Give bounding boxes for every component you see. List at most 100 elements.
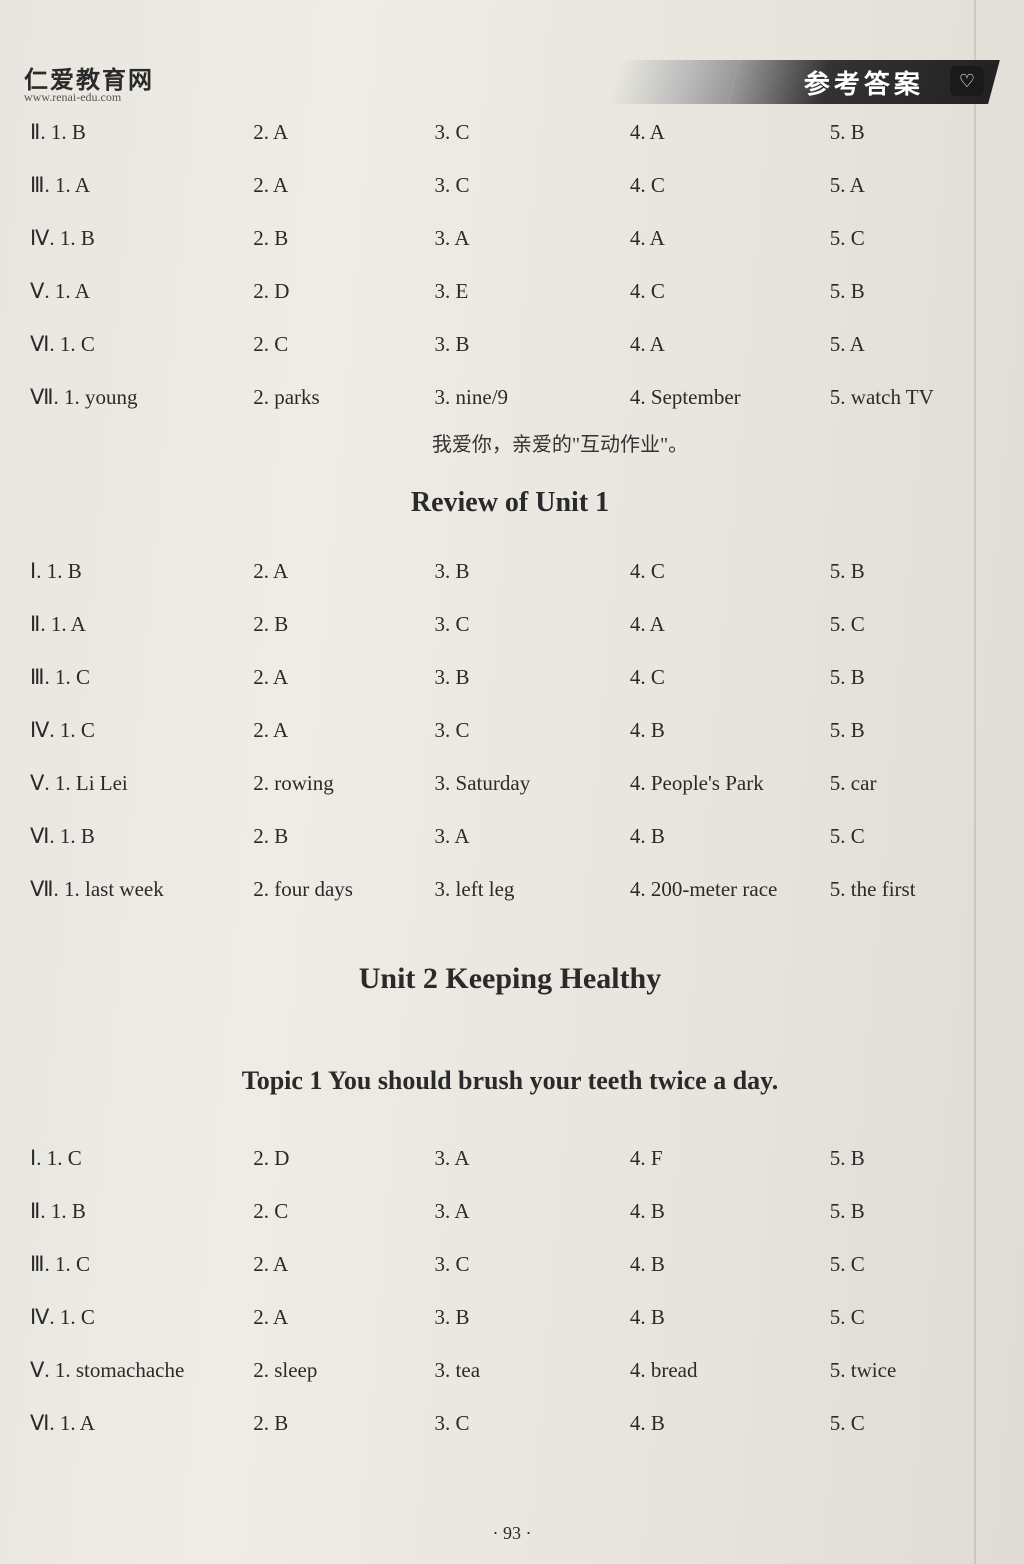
answer-cell: Ⅳ. 1. C [30, 1305, 253, 1330]
page-number: · 93 · [0, 1523, 1024, 1544]
answer-cell: 4. A [630, 226, 830, 251]
answer-cell: 5. B [830, 1199, 960, 1224]
answer-cell: 3. C [435, 1411, 630, 1436]
answer-row: Ⅱ. 1. B2. C3. A4. B5. B [30, 1199, 960, 1224]
answer-row: Ⅶ. 1. young2. parks3. nine/94. September… [30, 385, 960, 410]
answer-cell: Ⅱ. 1. B [30, 1199, 253, 1224]
answer-cell: 4. A [630, 120, 830, 145]
answer-cell: 3. A [435, 226, 630, 251]
answer-row: Ⅱ. 1. A2. B3. C4. A5. C [30, 612, 960, 637]
answer-cell: 4. C [630, 665, 830, 690]
header: 仁爱教育网 www.renai-edu.com 参考答案 ♡ [0, 60, 1024, 110]
answer-cell: 2. parks [253, 385, 434, 410]
answer-cell: 5. A [830, 173, 960, 198]
answer-cell: Ⅱ. 1. A [30, 612, 253, 637]
answer-cell: 2. A [253, 120, 434, 145]
answer-cell: 2. B [253, 1411, 434, 1436]
answer-row: Ⅶ. 1. last week2. four days3. left leg4.… [30, 877, 960, 902]
answer-row: Ⅲ. 1. A2. A3. C4. C5. A [30, 173, 960, 198]
answer-cell: Ⅰ. 1. B [30, 559, 253, 584]
answer-row: Ⅵ. 1. C2. C3. B4. A5. A [30, 332, 960, 357]
answer-cell: 3. A [435, 824, 630, 849]
answer-cell: 2. D [253, 1146, 434, 1171]
answer-cell: 3. B [435, 665, 630, 690]
unit-title: Unit 2 Keeping Healthy [30, 962, 990, 996]
answer-row: Ⅰ. 1. C2. D3. A4. F5. B [30, 1146, 960, 1171]
answer-cell: 2. four days [253, 877, 434, 902]
answer-cell: 5. B [830, 120, 960, 145]
answer-row: Ⅵ. 1. B2. B3. A4. B5. C [30, 824, 960, 849]
answer-cell: 5. C [830, 1411, 960, 1436]
answer-cell: 3. B [435, 1305, 630, 1330]
site-url: www.renai-edu.com [24, 90, 121, 105]
answer-cell: 5. car [830, 771, 960, 796]
answer-cell: 2. A [253, 173, 434, 198]
answer-cell: Ⅳ. 1. C [30, 718, 253, 743]
answer-cell: 5. C [830, 1305, 960, 1330]
answer-cell: 4. B [630, 824, 830, 849]
answer-cell: 4. A [630, 332, 830, 357]
answer-cell: Ⅳ. 1. B [30, 226, 253, 251]
answer-cell: Ⅲ. 1. A [30, 173, 253, 198]
answer-cell: 4. B [630, 1411, 830, 1436]
answer-cell: 5. B [830, 279, 960, 304]
answer-cell: 5. B [830, 559, 960, 584]
answer-cell: 3. Saturday [435, 771, 630, 796]
heart-icon: ♡ [950, 66, 984, 96]
answer-cell: 5. watch TV [830, 385, 960, 410]
answer-row: Ⅰ. 1. B2. A3. B4. C5. B [30, 559, 960, 584]
answer-row: Ⅵ. 1. A2. B3. C4. B5. C [30, 1411, 960, 1436]
answer-cell: 2. B [253, 824, 434, 849]
answer-cell: 2. D [253, 279, 434, 304]
answer-cell: Ⅶ. 1. young [30, 385, 253, 410]
answer-cell: 2. sleep [253, 1358, 434, 1383]
answer-cell: Ⅵ. 1. C [30, 332, 253, 357]
answer-cell: 4. People's Park [630, 771, 830, 796]
answer-cell: 5. B [830, 665, 960, 690]
banner-text: 参考答案 [804, 64, 924, 101]
review-title: Review of Unit 1 [30, 487, 990, 519]
handwriting-note: 我爱你，亲爱的"互动作业"。 [130, 428, 990, 457]
answer-cell: 4. F [630, 1146, 830, 1171]
answer-cell: Ⅲ. 1. C [30, 1252, 253, 1277]
answer-cell: 2. A [253, 718, 434, 743]
answer-cell: 4. B [630, 1252, 830, 1277]
answer-cell: 4. A [630, 612, 830, 637]
answer-cell: 4. C [630, 173, 830, 198]
answer-cell: 2. rowing [253, 771, 434, 796]
answer-cell: 3. C [435, 120, 630, 145]
answer-cell: 5. B [830, 718, 960, 743]
answer-cell: 2. B [253, 612, 434, 637]
answer-row: Ⅴ. 1. stomachache2. sleep3. tea4. bread5… [30, 1358, 960, 1383]
answer-row: Ⅳ. 1. C2. A3. B4. B5. C [30, 1305, 960, 1330]
answer-cell: 2. A [253, 1252, 434, 1277]
answer-cell: 3. A [435, 1146, 630, 1171]
answer-cell: 5. C [830, 1252, 960, 1277]
answer-cell: 3. left leg [435, 877, 630, 902]
answer-row: Ⅳ. 1. B2. B3. A4. A5. C [30, 226, 960, 251]
answer-cell: 4. bread [630, 1358, 830, 1383]
answer-row: Ⅴ. 1. Li Lei2. rowing3. Saturday4. Peopl… [30, 771, 960, 796]
answer-cell: 2. A [253, 665, 434, 690]
answer-cell: 5. C [830, 824, 960, 849]
answer-cell: 4. C [630, 279, 830, 304]
answer-row: Ⅲ. 1. C2. A3. B4. C5. B [30, 665, 960, 690]
answer-cell: 2. C [253, 332, 434, 357]
answer-cell: Ⅱ. 1. B [30, 120, 253, 145]
answer-cell: 5. C [830, 226, 960, 251]
answer-cell: Ⅴ. 1. A [30, 279, 253, 304]
answer-cell: 5. the first [830, 877, 960, 902]
answer-cell: 4. B [630, 1305, 830, 1330]
answer-row: Ⅲ. 1. C2. A3. C4. B5. C [30, 1252, 960, 1277]
answer-cell: 3. nine/9 [435, 385, 630, 410]
answer-row: Ⅴ. 1. A2. D3. E4. C5. B [30, 279, 960, 304]
banner-pre [608, 60, 740, 104]
answer-cell: 4. 200-meter race [630, 877, 830, 902]
answer-cell: 3. tea [435, 1358, 630, 1383]
answer-cell: 3. C [435, 612, 630, 637]
answer-cell: 3. E [435, 279, 630, 304]
answers-block-3: Ⅰ. 1. C2. D3. A4. F5. B Ⅱ. 1. B2. C3. A4.… [30, 1146, 990, 1436]
answer-cell: 2. A [253, 559, 434, 584]
answer-cell: Ⅲ. 1. C [30, 665, 253, 690]
answer-cell: Ⅶ. 1. last week [30, 877, 253, 902]
